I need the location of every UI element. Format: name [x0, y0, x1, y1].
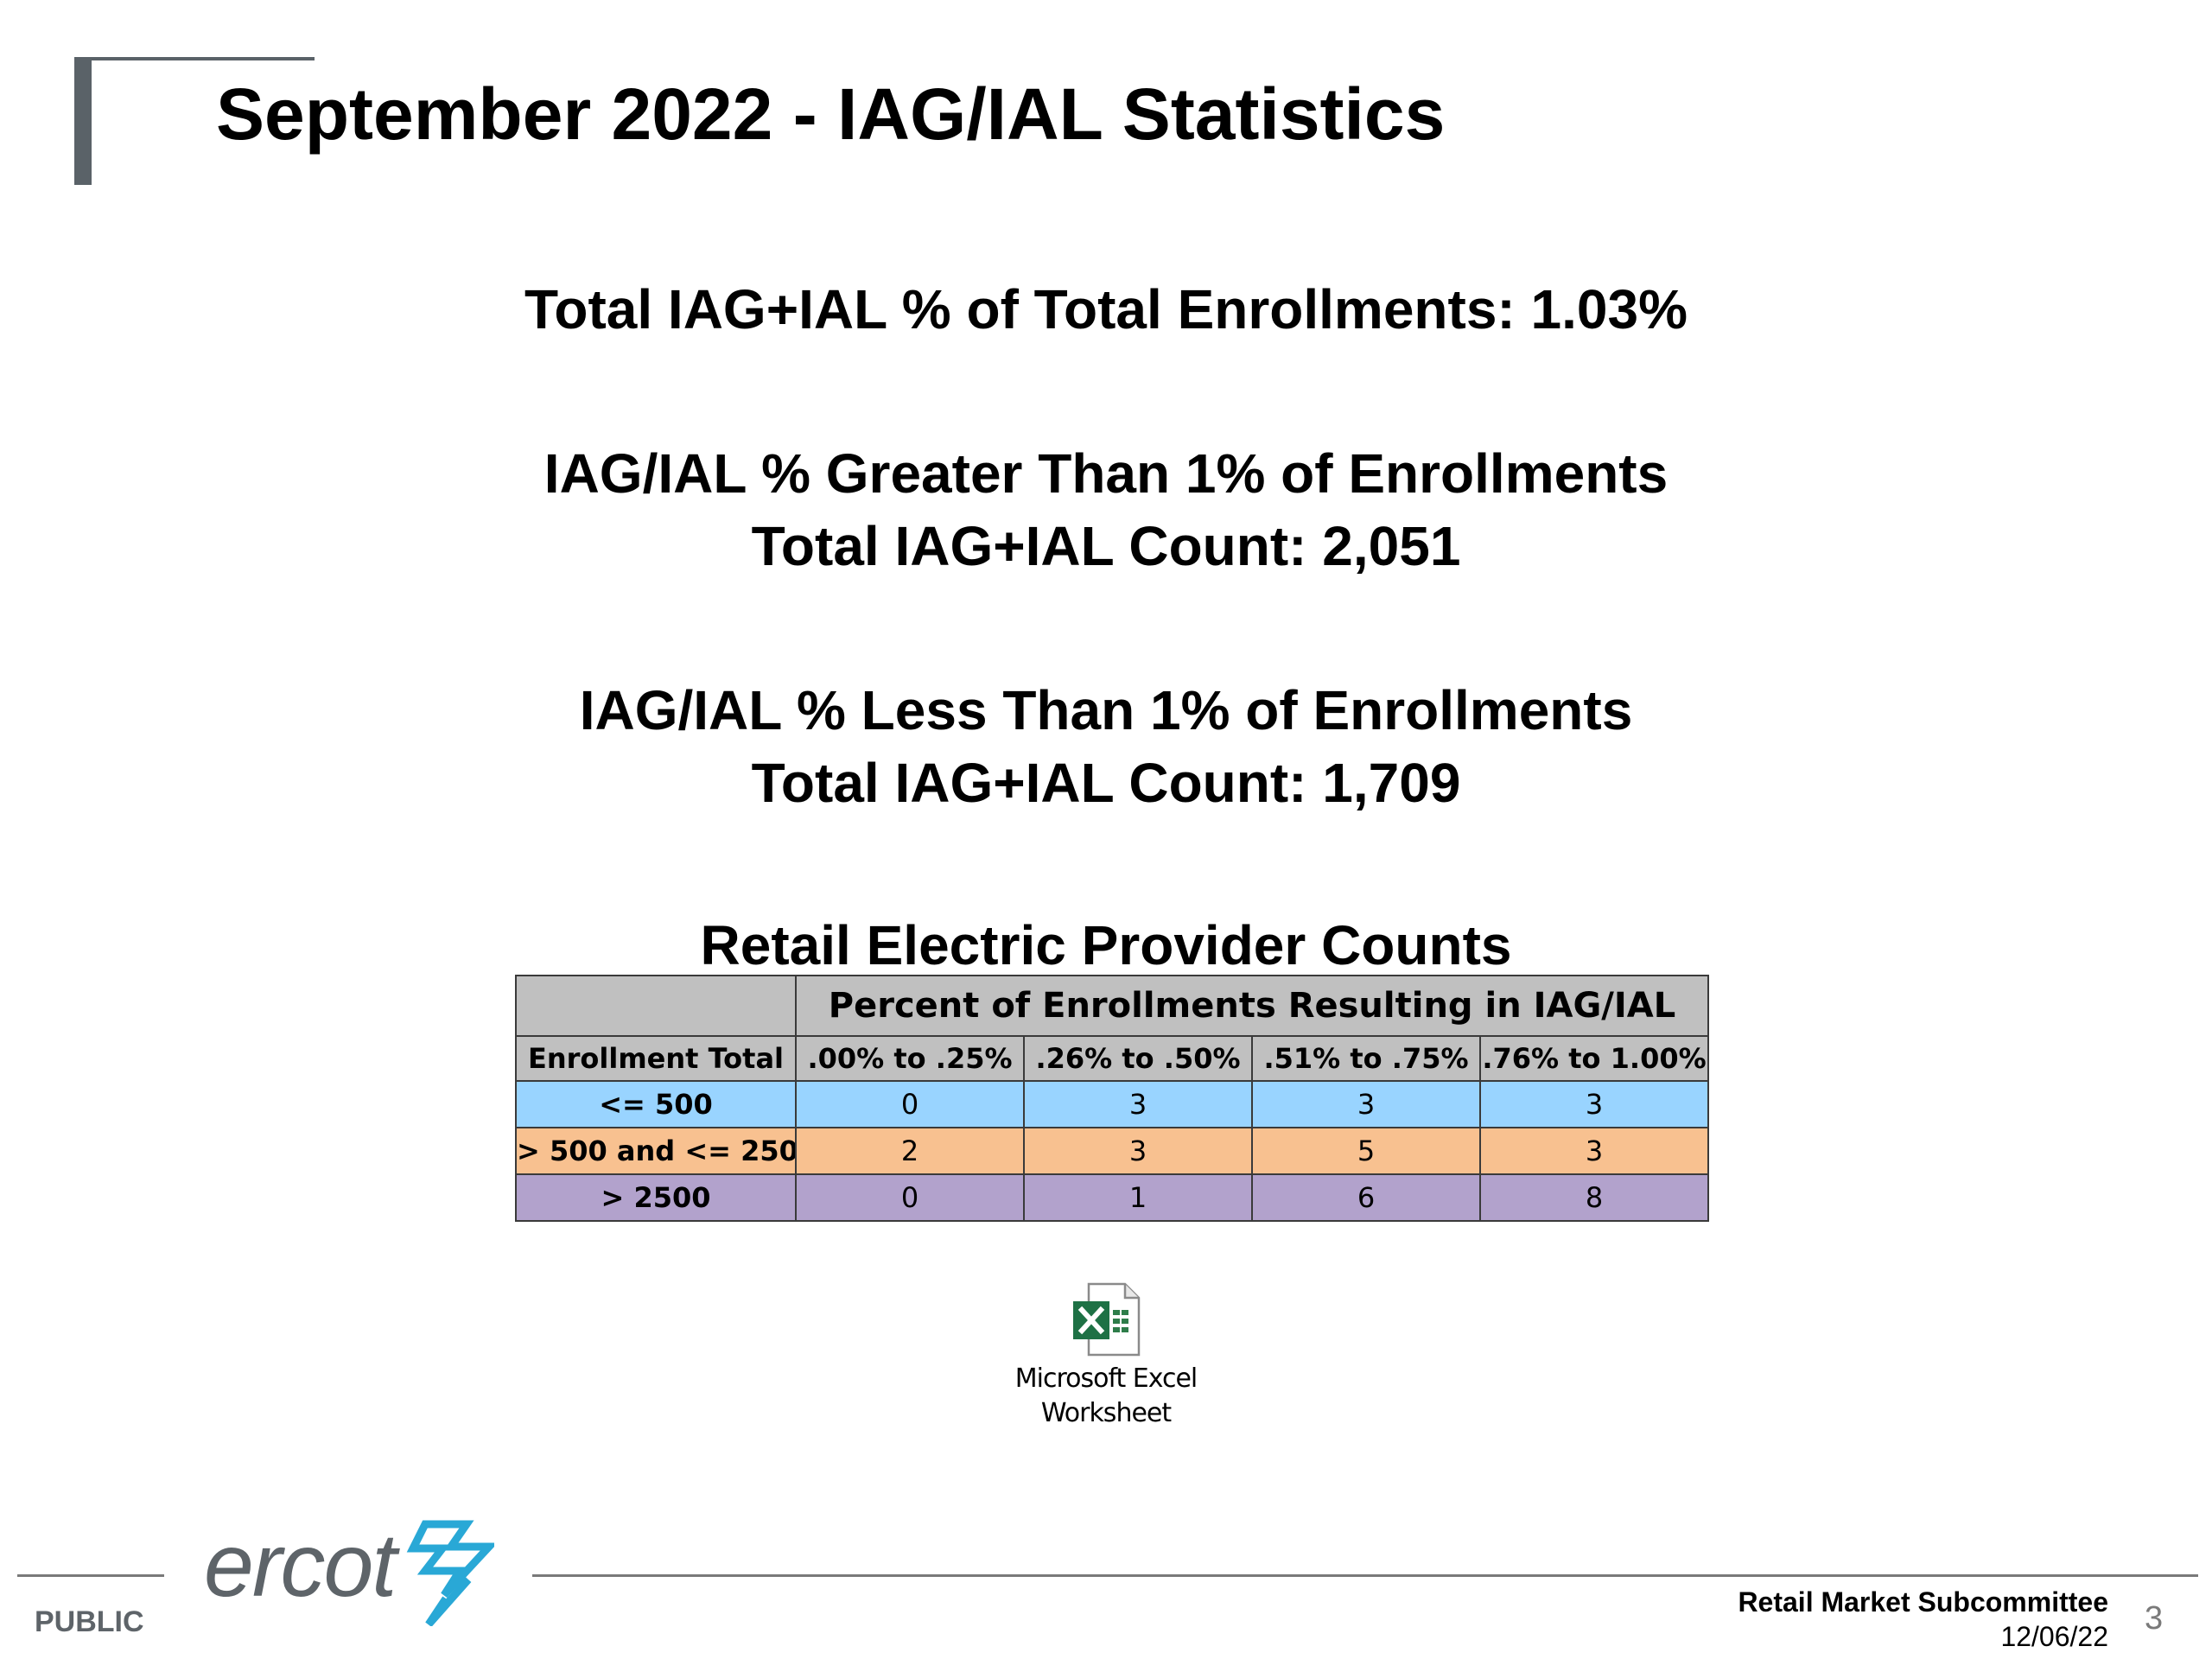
lightning-bolt-icon: [406, 1520, 494, 1626]
footer-meta: Retail Market Subcommittee 12/06/22: [1738, 1585, 2108, 1654]
total-percent-stat: Total IAG+IAL % of Total Enrollments: 1.…: [524, 278, 1688, 340]
excel-file-icon[interactable]: [1070, 1281, 1142, 1358]
table-cell: 0: [795, 1173, 1025, 1222]
column-header: .26% to .50%: [1023, 1035, 1253, 1082]
table-cell: 8: [1479, 1173, 1709, 1222]
table-cell: 3: [1023, 1080, 1253, 1128]
table-banner-row: Percent of Enrollments Resulting in IAG/…: [515, 975, 1709, 1037]
page-number: 3: [2145, 1600, 2164, 1637]
title-accent-bar: [74, 57, 92, 185]
table-cell: 3: [1479, 1127, 1709, 1175]
classification-label: PUBLIC: [35, 1605, 144, 1638]
excel-caption-line2: Worksheet: [1040, 1398, 1172, 1428]
row-label: > 500 and <= 2500: [515, 1127, 797, 1175]
rep-counts-table: Percent of Enrollments Resulting in IAG/…: [515, 975, 1709, 1222]
less-than-count: Total IAG+IAL Count: 1,709: [751, 752, 1461, 814]
meeting-date: 12/06/22: [2000, 1621, 2108, 1652]
ercot-logo: ercot: [204, 1514, 498, 1626]
column-header: Enrollment Total: [515, 1035, 797, 1082]
footer-divider-left: [17, 1574, 164, 1577]
table-corner-cell: [515, 975, 797, 1037]
greater-than-heading: IAG/IAL % Greater Than 1% of Enrollments: [543, 442, 1669, 505]
excel-attachment[interactable]: Microsoft Excel Worksheet: [994, 1281, 1218, 1431]
table-cell: 1: [1023, 1173, 1253, 1222]
table-title: Retail Electric Provider Counts: [700, 914, 1512, 976]
meeting-name: Retail Market Subcommittee: [1738, 1586, 2108, 1618]
logo-text: ercot: [204, 1516, 397, 1616]
column-header: .76% to 1.00%: [1479, 1035, 1709, 1082]
excel-caption-line1: Microsoft Excel: [1014, 1363, 1198, 1394]
table-cell: 3: [1023, 1127, 1253, 1175]
table-cell: 3: [1251, 1080, 1481, 1128]
column-header: .00% to .25%: [795, 1035, 1025, 1082]
table-cell: 0: [795, 1080, 1025, 1128]
column-header: .51% to .75%: [1251, 1035, 1481, 1082]
table-cell: 2: [795, 1127, 1025, 1175]
slide-title: September 2022 - IAG/IAL Statistics: [216, 73, 1446, 155]
footer-divider-right: [532, 1574, 2198, 1577]
table-cell: 5: [1251, 1127, 1481, 1175]
title-accent-line: [74, 57, 315, 60]
greater-than-count: Total IAG+IAL Count: 2,051: [751, 515, 1461, 577]
less-than-heading: IAG/IAL % Less Than 1% of Enrollments: [579, 679, 1633, 741]
table-header-row: Enrollment Total .00% to .25% .26% to .5…: [515, 1035, 1709, 1082]
table-cell: 6: [1251, 1173, 1481, 1222]
row-label: <= 500: [515, 1080, 797, 1128]
table-row: > 500 and <= 2500 2 3 5 3: [515, 1127, 1709, 1175]
row-label: > 2500: [515, 1173, 797, 1222]
table-row: > 2500 0 1 6 8: [515, 1173, 1709, 1222]
table-row: <= 500 0 3 3 3: [515, 1080, 1709, 1128]
table-cell: 3: [1479, 1080, 1709, 1128]
table-banner: Percent of Enrollments Resulting in IAG/…: [795, 975, 1709, 1037]
